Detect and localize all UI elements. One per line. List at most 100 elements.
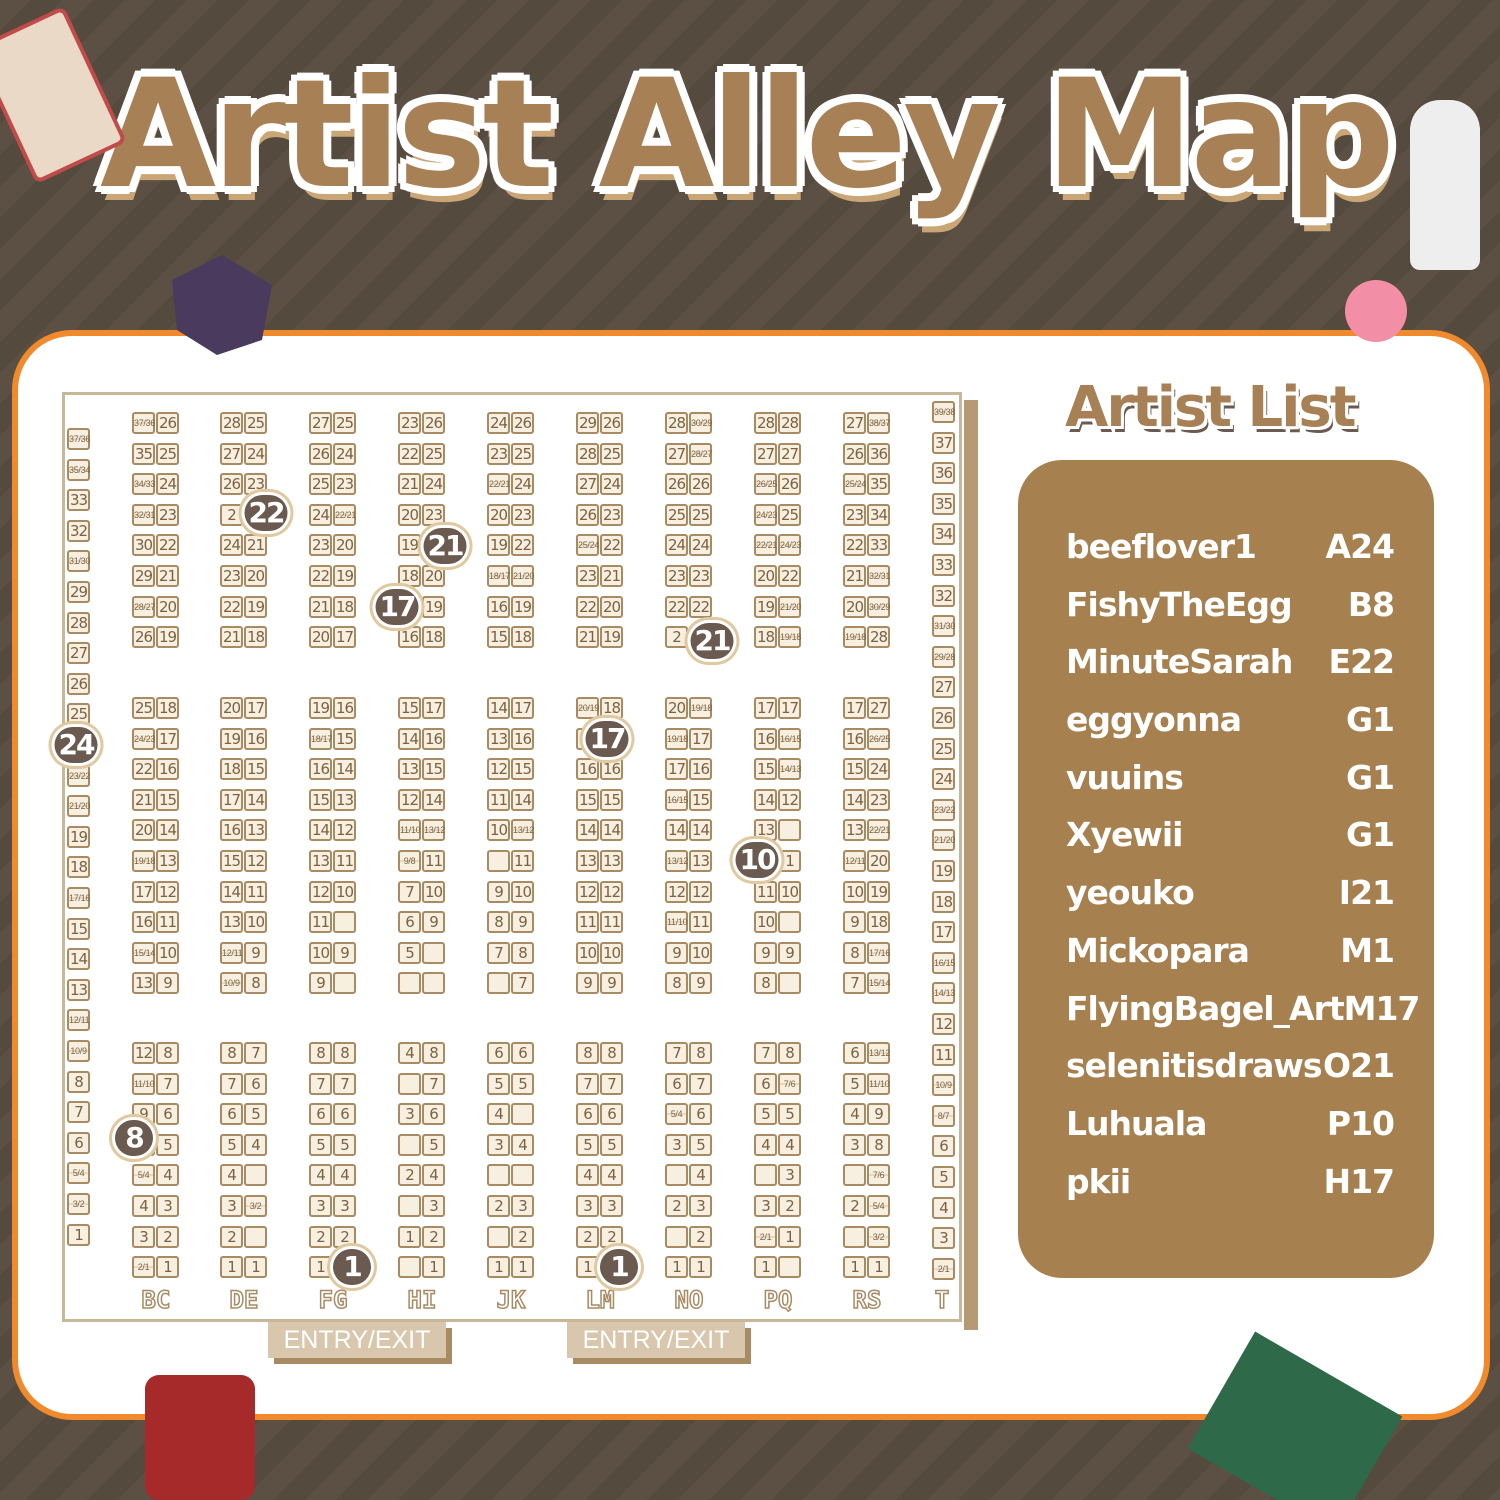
booth-tile[interactable]: 27 [843, 412, 866, 434]
booth-tile[interactable]: 11 [754, 881, 777, 903]
booth-tile[interactable]: 14 [511, 789, 534, 811]
booth-tile[interactable]: 7 [754, 1042, 777, 1064]
booth-tile[interactable]: 19 [600, 626, 623, 648]
booth-tile[interactable]: 7 [665, 1042, 688, 1064]
booth-tile-split[interactable]: 7/6 [778, 1073, 801, 1095]
booth-tile[interactable]: 4 [333, 1164, 356, 1186]
booth-tile[interactable]: 19 [487, 534, 510, 556]
booth-tile[interactable]: 25 [309, 473, 332, 495]
booth-tile[interactable]: 8 [511, 942, 534, 964]
booth-tile[interactable]: 4 [778, 1134, 801, 1156]
booth-tile-split[interactable]: 5/4 [665, 1103, 688, 1125]
booth-tile[interactable]: 12 [665, 881, 688, 903]
booth-tile[interactable]: 18 [398, 565, 421, 587]
booth-tile[interactable]: 25 [333, 412, 356, 434]
booth-tile[interactable]: 3 [333, 1195, 356, 1217]
booth-tile[interactable]: 19 [244, 596, 267, 618]
booth-tile[interactable]: 24 [511, 473, 534, 495]
booth-tile[interactable]: 8 [867, 1134, 890, 1156]
booth-tile[interactable]: 8 [220, 1042, 243, 1064]
booth-tile[interactable]: 5 [600, 1134, 623, 1156]
booth-tile[interactable]: 7 [422, 1073, 445, 1095]
booth-tile[interactable]: 3 [689, 1195, 712, 1217]
booth-tile[interactable] [778, 1256, 801, 1278]
booth-tile[interactable]: 1 [778, 850, 801, 872]
booth-tile[interactable]: 36 [932, 462, 955, 484]
booth-tile-split[interactable]: 26/25 [754, 473, 777, 495]
booth-tile[interactable]: 16 [309, 758, 332, 780]
booth-tile-split[interactable]: 21/20 [932, 829, 955, 851]
booth-tile-split[interactable]: 19/18 [778, 626, 801, 648]
booth-tile[interactable]: 28 [576, 443, 599, 465]
booth-tile[interactable]: 33 [932, 554, 955, 576]
booth-tile[interactable]: 8 [422, 1042, 445, 1064]
booth-tile[interactable]: 15 [487, 626, 510, 648]
booth-tile[interactable]: 28 [754, 412, 777, 434]
booth-tile[interactable]: 6 [754, 1073, 777, 1095]
booth-tile[interactable]: 5 [156, 1134, 179, 1156]
booth-tile[interactable]: 35 [867, 473, 890, 495]
booth-tile[interactable]: 16 [398, 626, 421, 648]
booth-tile[interactable] [843, 1226, 866, 1248]
booth-tile[interactable]: 16 [244, 728, 267, 750]
booth-tile[interactable]: 7 [843, 972, 866, 994]
booth-tile[interactable]: 1 [244, 1256, 267, 1278]
booth-marker-m17[interactable]: 17 [585, 721, 629, 757]
booth-tile-split[interactable]: 13/12 [511, 819, 534, 841]
booth-tile[interactable]: 28 [867, 626, 890, 648]
booth-tile[interactable]: 19 [754, 596, 777, 618]
booth-tile[interactable]: 22 [132, 758, 155, 780]
booth-tile[interactable]: 25 [422, 443, 445, 465]
booth-tile[interactable]: 23 [398, 412, 421, 434]
booth-tile[interactable]: 2 [778, 1195, 801, 1217]
booth-tile-split[interactable]: 19/18 [843, 626, 866, 648]
booth-tile[interactable]: 16 [487, 596, 510, 618]
booth-tile-split[interactable]: 31/30 [67, 550, 90, 572]
booth-tile[interactable]: 12 [778, 789, 801, 811]
booth-tile[interactable]: 15 [67, 918, 90, 940]
booth-tile[interactable]: 5 [932, 1166, 955, 1188]
booth-tile-split[interactable]: 39/38 [932, 401, 955, 423]
booth-tile[interactable]: 1 [309, 1256, 332, 1278]
booth-tile-split[interactable]: 25/24 [843, 473, 866, 495]
booth-tile[interactable]: 13 [576, 850, 599, 872]
booth-tile[interactable]: 3 [778, 1164, 801, 1186]
booth-tile[interactable]: 9 [665, 942, 688, 964]
booth-tile[interactable]: 33 [67, 489, 90, 511]
booth-tile[interactable]: 14 [309, 819, 332, 841]
booth-tile[interactable]: 13 [309, 850, 332, 872]
booth-tile-split[interactable]: 12/11 [67, 1009, 90, 1031]
booth-tile[interactable]: 18 [244, 626, 267, 648]
booth-tile[interactable]: 1 [422, 1256, 445, 1278]
booth-tile[interactable]: 18 [333, 596, 356, 618]
booth-tile[interactable]: 7 [309, 1073, 332, 1095]
booth-tile[interactable] [754, 1164, 777, 1186]
booth-tile[interactable]: 24 [156, 473, 179, 495]
booth-tile[interactable]: 13 [398, 758, 421, 780]
booth-tile[interactable]: 14 [600, 819, 623, 841]
booth-tile[interactable]: 23 [843, 504, 866, 526]
booth-tile[interactable]: 22 [600, 534, 623, 556]
booth-tile[interactable] [778, 911, 801, 933]
booth-tile[interactable]: 26 [67, 673, 90, 695]
booth-tile-split[interactable]: 3/2 [244, 1195, 267, 1217]
booth-marker-e22[interactable]: 22 [244, 495, 288, 531]
booth-tile[interactable]: 25 [511, 443, 534, 465]
booth-tile[interactable]: 20 [754, 565, 777, 587]
booth-tile[interactable]: 22 [309, 565, 332, 587]
booth-tile[interactable]: 12 [244, 850, 267, 872]
booth-marker-a24[interactable]: 24 [54, 727, 98, 763]
booth-tile[interactable]: 23 [309, 534, 332, 556]
booth-tile-split[interactable]: 8/7 [932, 1105, 955, 1127]
booth-tile[interactable]: 27 [778, 443, 801, 465]
booth-tile[interactable]: 12 [576, 881, 599, 903]
booth-tile[interactable] [244, 1164, 267, 1186]
booth-tile[interactable]: 20 [600, 596, 623, 618]
booth-tile[interactable]: 4 [600, 1164, 623, 1186]
booth-tile[interactable]: 22 [576, 596, 599, 618]
booth-tile[interactable]: 23 [689, 565, 712, 587]
booth-tile[interactable]: 7 [220, 1073, 243, 1095]
booth-tile[interactable]: 6 [487, 1042, 510, 1064]
booth-tile[interactable]: 8 [487, 911, 510, 933]
booth-tile[interactable]: 1 [156, 1256, 179, 1278]
